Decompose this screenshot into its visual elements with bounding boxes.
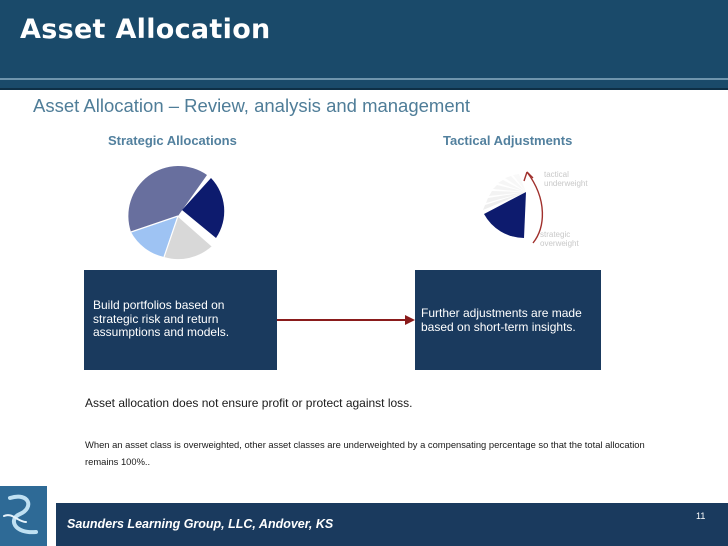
footer-bar (56, 503, 728, 546)
strategic-overweight-label: strategic overweight (540, 230, 579, 248)
footer-company: Saunders Learning Group, LLC, Andover, K… (67, 517, 334, 531)
stylized-s-logo-icon (0, 486, 47, 546)
slide-subtitle: Asset Allocation – Review, analysis and … (33, 95, 471, 116)
strategic-description-box: Build portfolios based on strategic risk… (84, 270, 277, 370)
pie-slice-purple (128, 165, 207, 232)
allocation-graphics (128, 165, 544, 260)
strategic-pie-chart (128, 165, 225, 260)
page-number: 11 (696, 511, 706, 521)
slide-title: Asset Allocation (20, 14, 271, 45)
title-bar: Asset Allocation (0, 0, 728, 90)
pie-slice-navy-exploded (182, 178, 225, 238)
tactical-underweight-label: tactical underweight (544, 170, 588, 188)
disclaimer-text: Asset allocation does not ensure profit … (85, 396, 413, 410)
curved-arrow-icon (523, 171, 544, 244)
pie-slice-gray (164, 216, 212, 260)
tactical-slice-navy (484, 192, 526, 238)
strategic-heading: Strategic Allocations (108, 133, 237, 148)
footnote-text: When an asset class is overweighted, oth… (85, 439, 645, 467)
tactical-heading: Tactical Adjustments (443, 133, 573, 148)
title-divider (0, 78, 728, 80)
right-arrow-icon (277, 315, 415, 325)
tactical-description-box: Further adjustments are made based on sh… (415, 270, 601, 370)
tactical-pie-chart (483, 174, 526, 238)
pie-slice-lightblue (131, 216, 178, 257)
